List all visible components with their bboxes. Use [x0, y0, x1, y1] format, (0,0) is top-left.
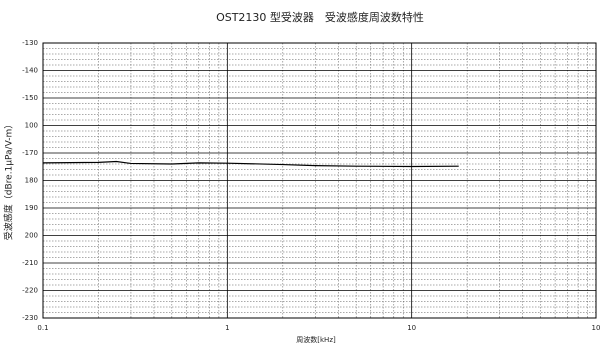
x-tick-label: 10 — [407, 324, 416, 332]
y-tick-label: 100 — [25, 122, 38, 130]
data-line — [42, 160, 459, 168]
y-tick-label: -210 — [22, 259, 38, 267]
y-tick-label: -140 — [22, 67, 38, 75]
y-tick-label: 200 — [25, 232, 38, 240]
x-tick-label: 0.1 — [37, 324, 48, 332]
x-axis-label: 周波数[kHz] — [296, 335, 336, 344]
y-tick-label: -150 — [22, 94, 38, 102]
y-axis-label: 受波感度（dBre.1μPa/V-m） — [3, 120, 15, 240]
y-tick-label: -130 — [22, 39, 38, 47]
chart-title: OST2130 型受波器 受波感度周波数特性 — [216, 10, 424, 24]
y-tick-label: -170 — [22, 149, 38, 157]
x-tick-label: 10 — [592, 324, 601, 332]
y-tick-label: -220 — [22, 287, 38, 295]
y-tick-label: -230 — [22, 314, 38, 322]
x-tick-label: 1 — [225, 324, 229, 332]
plot-frame — [42, 42, 597, 319]
y-tick-label: 190 — [25, 204, 38, 212]
y-tick-label: 180 — [25, 177, 38, 185]
